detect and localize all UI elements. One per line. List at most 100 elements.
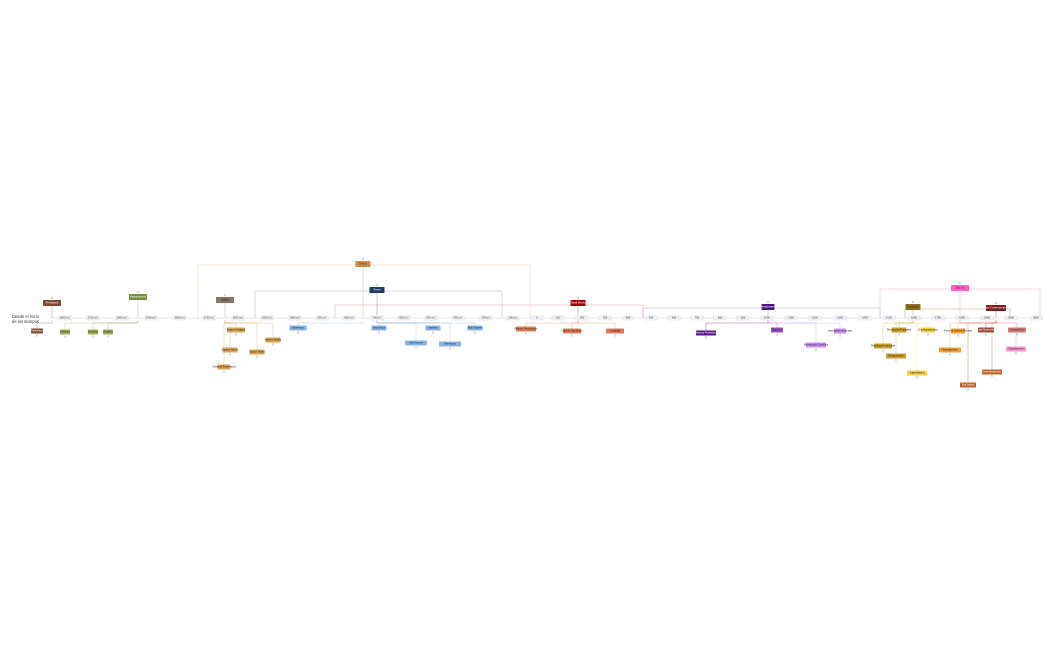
- node-dot: [414, 346, 418, 349]
- node-dot: [91, 335, 95, 338]
- axis-label: 2000: [1008, 316, 1014, 320]
- node-box: [88, 329, 98, 335]
- node-box: [31, 328, 43, 334]
- link: [898, 320, 914, 328]
- axis-label-box: [644, 315, 658, 321]
- node-box: [834, 328, 846, 334]
- axis-label: 700: [695, 316, 700, 320]
- link: [985, 320, 997, 328]
- node-dot: [271, 343, 275, 346]
- axis-label: 1100: [788, 316, 794, 320]
- node-label: Restauración: [888, 354, 904, 358]
- axis-label: 400 a.C: [453, 316, 462, 320]
- node-dot: [966, 388, 970, 391]
- node-label: Ilustración temprana: [828, 329, 852, 333]
- node-label: Guerra Fría: [1010, 328, 1024, 332]
- axis-label-box: [858, 315, 872, 321]
- axis-label-box: [231, 315, 245, 321]
- link: [949, 320, 997, 348]
- node-box: [60, 329, 70, 335]
- node-box: [986, 305, 1006, 311]
- node-box: [978, 327, 994, 333]
- node-dot: [838, 334, 842, 337]
- node-box: [806, 342, 826, 348]
- axis-label-box: [288, 315, 302, 321]
- group-bracket: [904, 308, 1011, 318]
- node-dot: [704, 336, 708, 339]
- node-dot: [223, 293, 227, 297]
- node-dot: [234, 333, 238, 336]
- link: [959, 320, 1017, 347]
- node-label: Época Tardía: [249, 349, 265, 354]
- node-box: [249, 349, 265, 355]
- axis-label-box: [808, 315, 822, 321]
- axis-label: 1000: [764, 316, 770, 320]
- link: [376, 320, 451, 342]
- axis-label: 1200: [812, 316, 818, 320]
- node-label: Imperio Antiguo: [227, 328, 246, 332]
- axis-label-box: [260, 315, 274, 321]
- node-box: [1006, 346, 1026, 352]
- axis-label-box: [833, 315, 847, 321]
- axis-label: 2020: [1033, 316, 1039, 320]
- boxes: Prehistoria Mesopotamia Egipto Grecia Roma Ed…: [31, 257, 1026, 391]
- node-box: [939, 347, 961, 353]
- node-box: [439, 341, 461, 347]
- link: [705, 320, 769, 331]
- node-box: [761, 304, 775, 310]
- node-box: [516, 326, 536, 332]
- node-dot: [894, 359, 898, 362]
- node-dot: [524, 332, 528, 335]
- node-dot: [431, 331, 435, 334]
- node-dot: [377, 331, 381, 334]
- group-bracket: [254, 290, 503, 318]
- axis-label: 200: [580, 316, 585, 320]
- axis-label: 1250 a.C: [262, 316, 273, 320]
- node-box: [289, 325, 307, 331]
- node-box: [425, 325, 441, 331]
- axis-label-box: [621, 315, 635, 321]
- node-box: [265, 337, 281, 343]
- axis-label-box: [370, 315, 384, 321]
- axis-label: 700 a.C: [372, 316, 381, 320]
- axis-label-box: [931, 315, 945, 321]
- axis-label: 500: [649, 316, 654, 320]
- node-label: Grecia: [359, 262, 367, 266]
- axis-label: 400: [626, 316, 631, 320]
- link: [224, 320, 237, 328]
- axis-label-box: [907, 315, 921, 321]
- node-box: [222, 347, 238, 353]
- axis-label-box: [397, 315, 411, 321]
- node-box: [371, 325, 387, 331]
- node-label: Barroco: [772, 328, 782, 332]
- node-label: Era Digital: [962, 383, 974, 387]
- node-box: [696, 330, 716, 336]
- node-label: Entreguerras: [943, 348, 959, 352]
- axis-label: 1500 a.C: [233, 316, 244, 320]
- axis-label: 1700: [935, 316, 941, 320]
- link: [967, 320, 997, 383]
- axis-label-box: [551, 315, 565, 321]
- axis-label: 600: [672, 316, 677, 320]
- node-label: Roma: [374, 288, 381, 292]
- node-label: Globalización: [1008, 347, 1024, 351]
- node-label: Alto Imperio: [409, 341, 423, 345]
- node-dot: [994, 301, 998, 305]
- node-dot: [958, 281, 962, 285]
- axis-label-box: [506, 315, 520, 321]
- node-label: Imperialismo: [910, 371, 925, 375]
- axis-label: 300: [603, 316, 608, 320]
- axis-label-box: [667, 315, 681, 321]
- node-dot: [570, 334, 574, 337]
- axis-label: 100: [556, 316, 561, 320]
- axis-label-box: [713, 315, 727, 321]
- node-box: [874, 343, 892, 349]
- axis-label: 100 a.C: [508, 316, 517, 320]
- axis-label: 2500 a.C: [117, 316, 128, 320]
- axis-label-box: [315, 315, 329, 321]
- axis-label-box: [1004, 315, 1018, 321]
- node-label: Segunda Guerra Mundial: [972, 328, 1001, 332]
- node-dot: [222, 370, 226, 373]
- node-box: [771, 327, 783, 333]
